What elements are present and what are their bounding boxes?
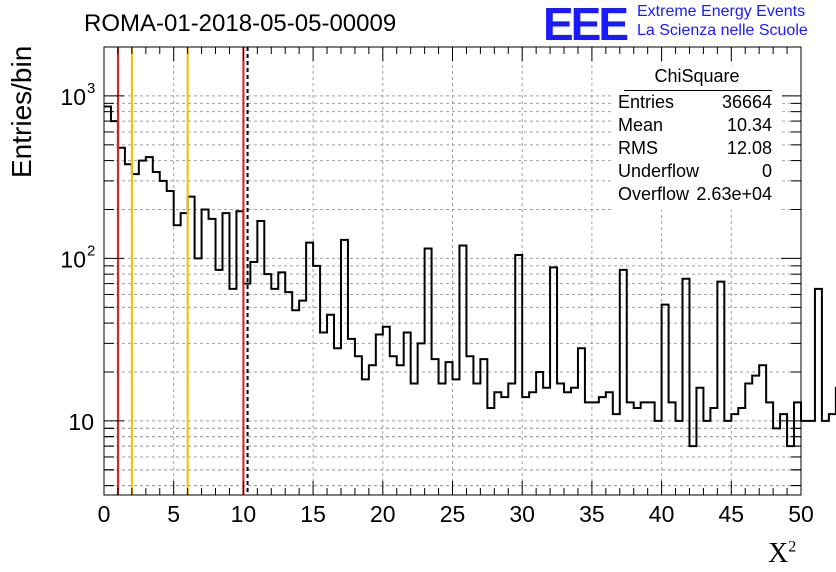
stats-divider bbox=[624, 90, 772, 91]
logo-line-1: Extreme Energy Events bbox=[637, 3, 806, 20]
histogram-series bbox=[104, 105, 836, 448]
stats-row-mean: Mean 10.34 bbox=[618, 115, 772, 137]
eee-logo-caption: Extreme Energy Events La Scienza nelle S… bbox=[637, 2, 808, 40]
stats-value: 0 bbox=[761, 161, 772, 181]
stats-row-rms: RMS 12.08 bbox=[618, 138, 772, 160]
x-tick-label: 30 bbox=[509, 501, 535, 527]
stats-value: 2.63e+04 bbox=[696, 184, 772, 204]
x-axis-label: X2 bbox=[768, 538, 796, 570]
x-tick-label: 50 bbox=[788, 501, 814, 527]
x-tick-label: 20 bbox=[370, 501, 396, 527]
y-axis-label: Entries/bin bbox=[6, 45, 37, 178]
y-tick-label: 10 bbox=[68, 409, 94, 435]
y-tick-label: 10 bbox=[60, 246, 86, 272]
y-tick-label-exponent: 3 bbox=[87, 80, 95, 97]
x-axis-label-main: X bbox=[768, 538, 789, 569]
stats-key: Underflow bbox=[618, 161, 700, 181]
x-tick-label: 0 bbox=[98, 501, 111, 527]
stats-key: Overflow bbox=[618, 184, 690, 204]
x-tick-label: 35 bbox=[579, 501, 605, 527]
stats-row-overflow: Overflow 2.63e+04 bbox=[618, 184, 772, 206]
x-tick-label: 25 bbox=[440, 501, 466, 527]
stats-key: RMS bbox=[618, 138, 658, 158]
stats-value: 12.08 bbox=[726, 138, 772, 158]
x-axis-label-sup: 2 bbox=[788, 538, 797, 556]
axis-ticks bbox=[103, 46, 802, 495]
x-tick-label: 40 bbox=[649, 501, 675, 527]
y-tick-label-exponent: 2 bbox=[87, 242, 95, 259]
y-tick-label: 10 bbox=[60, 84, 86, 110]
x-tick-label: 10 bbox=[231, 501, 257, 527]
logo-line-2: La Scienza nelle Scuole bbox=[637, 22, 808, 39]
grid bbox=[104, 46, 801, 495]
stats-title: ChiSquare bbox=[654, 66, 740, 86]
stats-row-entries: Entries 36664 bbox=[618, 92, 772, 114]
stats-key: Entries bbox=[618, 92, 675, 112]
run-title: ROMA-01-2018-05-05-00009 bbox=[84, 10, 397, 37]
stats-row-underflow: Underflow 0 bbox=[618, 161, 772, 183]
histogram-step-line bbox=[104, 105, 836, 448]
stats-value: 36664 bbox=[721, 92, 772, 112]
stats-box: ChiSquare Entries 36664 Mean 10.34 RMS 1… bbox=[612, 66, 782, 210]
x-tick-label: 15 bbox=[300, 501, 326, 527]
x-tick-label: 45 bbox=[719, 501, 745, 527]
marker-lines bbox=[116, 47, 249, 495]
eee-logo: EEE bbox=[543, 0, 629, 50]
x-tick-label: 5 bbox=[167, 501, 180, 527]
stats-value: 10.34 bbox=[726, 115, 772, 135]
stats-key: Mean bbox=[618, 115, 664, 135]
